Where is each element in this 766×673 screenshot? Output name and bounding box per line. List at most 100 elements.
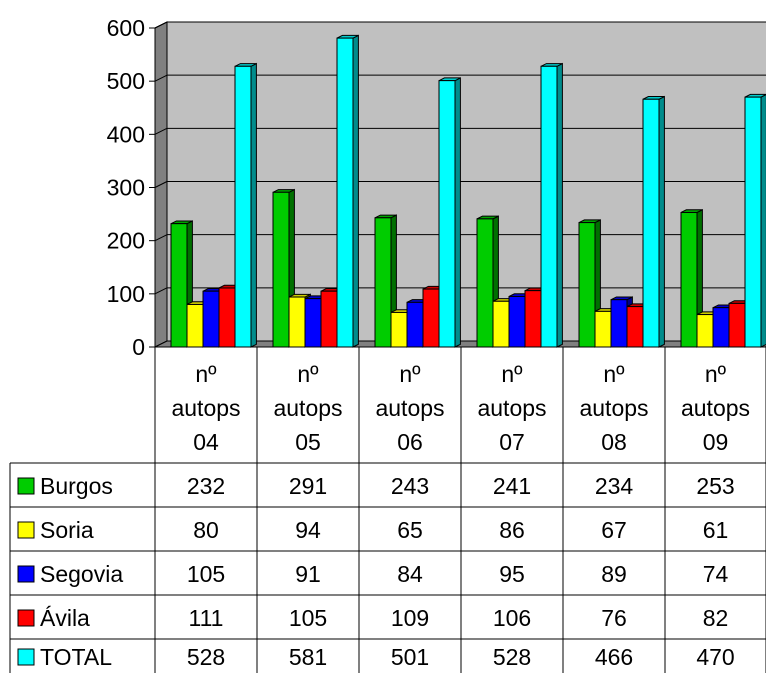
category-label-line: 09 <box>703 429 729 455</box>
bar-front <box>540 65 558 348</box>
bar-front <box>594 310 612 348</box>
y-tick-label: 0 <box>132 334 145 360</box>
bar-front <box>170 223 188 348</box>
table-cell-value: 466 <box>595 644 633 670</box>
table-cell-value: 501 <box>391 644 429 670</box>
table-cell-value: 253 <box>696 473 734 499</box>
bar-front <box>202 290 220 348</box>
table-cell-value: 291 <box>289 473 327 499</box>
bar-side <box>454 77 461 348</box>
table-cell-value: 89 <box>601 561 627 587</box>
gridline-side <box>154 21 168 29</box>
bar-total-3 <box>438 77 461 348</box>
bar-front <box>390 311 408 348</box>
legend-key <box>17 648 35 666</box>
category-label-line: 06 <box>397 429 423 455</box>
table-cell-value: 91 <box>295 561 321 587</box>
table-cell-value: 243 <box>391 473 429 499</box>
gridline-side <box>154 127 168 135</box>
bar-side <box>658 95 665 348</box>
category-label-line: nº <box>297 361 319 387</box>
bar-front <box>304 298 322 348</box>
table-row-segovia: Segovia 105 91 84 95 89 74 <box>17 561 729 587</box>
table-cell-value: 61 <box>703 517 729 543</box>
legend-key <box>17 477 35 495</box>
table-row-total: TOTAL 528 581 501 528 466 470 <box>17 644 735 670</box>
bar-front <box>476 218 494 348</box>
bar-front <box>422 288 440 348</box>
table-cell-value: 84 <box>397 561 423 587</box>
bar-front <box>288 296 306 348</box>
bar-front <box>406 301 424 348</box>
table-row-ávila: Ávila 111 105 109 106 76 82 <box>17 605 729 631</box>
category-label: nº autops 05 <box>273 361 342 455</box>
table-cell-value: 67 <box>601 517 627 543</box>
table-cell-value: 528 <box>493 644 531 670</box>
bar-front <box>218 287 236 348</box>
table-cell-value: 581 <box>289 644 327 670</box>
table-cell-value: 105 <box>289 605 327 631</box>
table-row-soria: Soria 80 94 65 86 67 61 <box>17 517 729 543</box>
table-cell-value: 74 <box>703 561 729 587</box>
y-tick-label: 600 <box>107 15 145 41</box>
table-cell-value: 86 <box>499 517 525 543</box>
gridline-side <box>154 74 168 82</box>
bar-front <box>374 217 392 348</box>
bar-front <box>320 290 338 348</box>
y-axis: 0 100 200 300 400 500 600 <box>107 15 156 360</box>
bar-front <box>186 303 204 348</box>
category-label-line: nº <box>705 361 727 387</box>
gridlines <box>154 21 766 295</box>
bar-front <box>712 307 730 348</box>
table-cell-value: 234 <box>595 473 634 499</box>
y-tick-label: 400 <box>107 121 145 147</box>
category-label-line: autops <box>681 395 750 421</box>
table-cell-value: 106 <box>493 605 531 631</box>
bar-burgos-6 <box>680 208 703 348</box>
bar-front <box>728 302 746 348</box>
category-label-line: autops <box>477 395 546 421</box>
table-cell-value: 528 <box>187 644 225 670</box>
bar-front <box>492 300 510 348</box>
table-row-burgos: Burgos 232 291 243 241 234 253 <box>17 473 735 499</box>
gridline-side <box>154 181 168 188</box>
bar-front <box>610 299 628 348</box>
legend-key <box>17 609 35 627</box>
category-label-line: nº <box>399 361 421 387</box>
bar-front <box>578 222 596 348</box>
series-name: Burgos <box>40 473 113 499</box>
table-cell-value: 111 <box>189 605 224 631</box>
series-name: TOTAL <box>40 644 112 670</box>
y-tick-label: 200 <box>107 228 145 254</box>
bar-side <box>760 94 766 348</box>
bar-front <box>626 306 644 348</box>
category-label: nº autops 07 <box>477 361 546 455</box>
table-cell-value: 470 <box>696 644 734 670</box>
bar-front <box>680 211 698 348</box>
category-label-line: 08 <box>601 429 627 455</box>
category-label: nº autops 08 <box>579 361 648 455</box>
bar-total-2 <box>336 34 359 348</box>
bar-front <box>642 98 660 348</box>
table-cell-value: 65 <box>397 517 423 543</box>
category-labels: nº autops 04 nº autops 05 nº autops 06 nº autops 07… <box>171 361 750 455</box>
table-cell-value: 232 <box>187 473 225 499</box>
bar-front <box>524 290 542 348</box>
table-cell-value: 109 <box>391 605 429 631</box>
table-cell-value: 82 <box>703 605 729 631</box>
category-label-line: autops <box>375 395 444 421</box>
bar-front <box>744 96 762 348</box>
y-tick-label: 300 <box>107 175 145 201</box>
table-cell-value: 105 <box>187 561 225 587</box>
legend-key <box>17 565 35 583</box>
bar-front <box>508 295 526 348</box>
category-label-line: 05 <box>295 429 321 455</box>
bar-side <box>556 62 563 348</box>
table-cell-value: 80 <box>193 517 219 543</box>
gridline-side <box>154 234 168 242</box>
gridline-side <box>154 287 168 295</box>
table-cell-value: 94 <box>295 517 321 543</box>
bar-front <box>336 37 354 348</box>
series-name: Soria <box>40 517 94 543</box>
